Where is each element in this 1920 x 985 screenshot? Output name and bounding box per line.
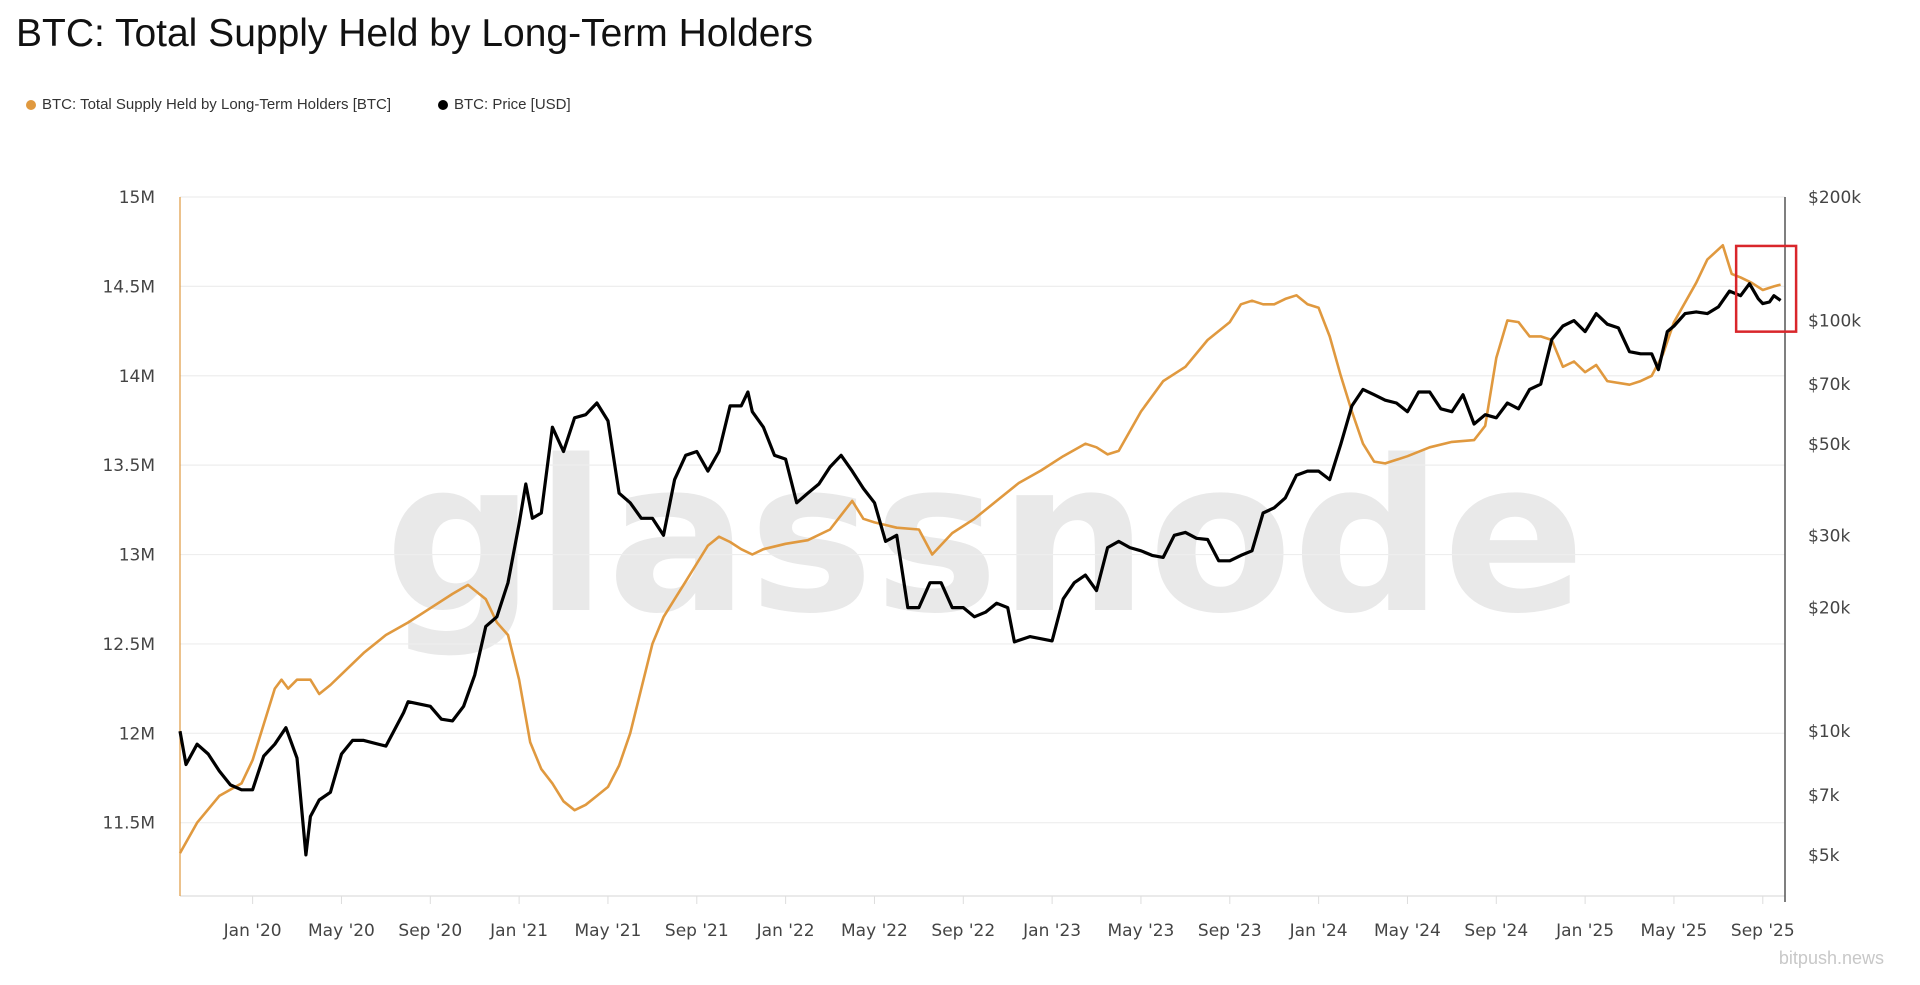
x-axis-tick-label: Jan '25 xyxy=(1555,921,1614,941)
price-line xyxy=(178,282,1782,857)
x-axis-tick-label: Sep '24 xyxy=(1464,921,1528,941)
x-axis-tick-label: May '23 xyxy=(1108,921,1175,941)
x-axis-tick-label: Jan '22 xyxy=(756,921,815,941)
right-axis-tick-label: $50k xyxy=(1808,435,1850,455)
x-axis-tick-label: May '20 xyxy=(308,921,375,941)
legend-item-price[interactable]: BTC: Price [USD] xyxy=(438,96,571,113)
gridlines xyxy=(180,196,1785,824)
legend-item-lth-supply[interactable]: BTC: Total Supply Held by Long-Term Hold… xyxy=(26,96,391,113)
watermark: glassnode xyxy=(385,415,1586,660)
x-axis-tick-label: Sep '20 xyxy=(398,921,462,941)
x-axis-tick-label: Jan '21 xyxy=(489,921,548,941)
legend-dot-black xyxy=(438,99,448,110)
x-axis-tick-label: Sep '21 xyxy=(665,921,729,941)
series-lines xyxy=(178,244,1798,857)
right-axis-tick-label: $100k xyxy=(1808,312,1861,332)
x-axis-tick-label: Sep '23 xyxy=(1198,921,1262,941)
x-axis-tick-label: May '25 xyxy=(1641,921,1708,941)
left-axis-tick-label: 14.5M xyxy=(102,277,155,297)
x-axis-tick-label: Jan '20 xyxy=(223,921,282,941)
right-axis-tick-label: $200k xyxy=(1808,188,1861,208)
legend-label: BTC: Total Supply Held by Long-Term Hold… xyxy=(42,96,392,113)
x-axis-tick-label: Sep '22 xyxy=(931,921,995,941)
left-axis-tick-label: 15M xyxy=(119,188,155,208)
left-axis-tick-label: 11.5M xyxy=(102,814,155,834)
axes: 15M 14.5M 14M 13.5M 13M 12.5M 12M 11.5M $200k $10… xyxy=(102,188,1861,941)
left-axis-tick-label: 13.5M xyxy=(102,456,155,476)
x-axis-tick-label: Sep '25 xyxy=(1731,921,1795,941)
left-axis-tick-label: 13M xyxy=(119,546,155,566)
legend-dot-orange xyxy=(26,99,36,110)
right-axis-tick-label: $70k xyxy=(1808,375,1850,395)
left-axis-tick-label: 12.5M xyxy=(102,635,155,655)
chart-title: BTC: Total Supply Held by Long-Term Hold… xyxy=(16,12,813,55)
corner-watermark: bitpush.news xyxy=(1778,948,1884,968)
right-axis-tick-label: $30k xyxy=(1808,526,1850,546)
x-axis-tick-label: May '22 xyxy=(841,921,908,941)
x-axis-tick-label: May '24 xyxy=(1374,921,1441,941)
right-axis-tick-label: $7k xyxy=(1808,786,1840,806)
left-axis-tick-label: 14M xyxy=(119,367,155,387)
legend-label: BTC: Price [USD] xyxy=(454,96,571,113)
right-axis-tick-label: $20k xyxy=(1808,599,1850,619)
right-axis-tick-label: $5k xyxy=(1808,846,1840,866)
x-axis-tick-label: Jan '23 xyxy=(1022,921,1081,941)
highlight-box xyxy=(1734,244,1798,333)
left-axis-tick-label: 12M xyxy=(119,724,155,744)
right-axis-tick-label: $10k xyxy=(1808,722,1850,742)
x-axis-tick-label: May '21 xyxy=(575,921,642,941)
x-axis-tick-label: Jan '24 xyxy=(1289,921,1348,941)
